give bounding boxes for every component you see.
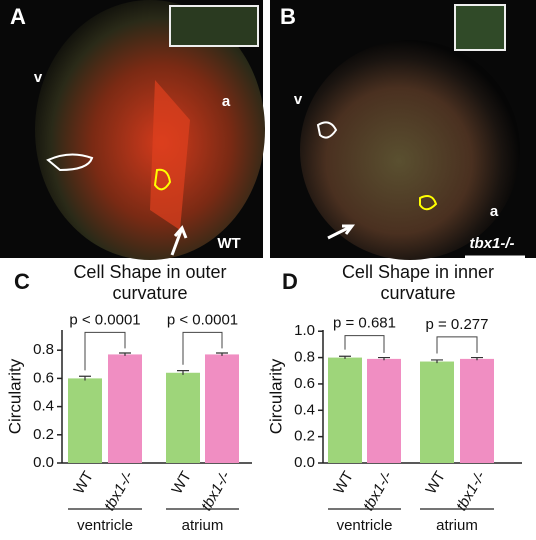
x-tick-label: tbx1-/-	[101, 468, 137, 513]
error-bar	[471, 356, 483, 361]
y-tick-label: 0.4	[294, 401, 315, 418]
title-box: Cell Shape in outer curvature	[73, 262, 227, 303]
x-tick-label: WT	[169, 468, 195, 497]
image-label: a	[222, 93, 231, 110]
comparison-bracket	[344, 335, 385, 353]
group-label: ventricle	[337, 517, 393, 534]
error-bar	[431, 359, 443, 364]
y-tick-label: 0.2	[294, 428, 315, 445]
image-label: a	[490, 203, 499, 220]
panel-label: A	[10, 4, 26, 29]
x-tick-label: tbx1-/-	[198, 468, 234, 513]
x-tick-label: WT	[71, 468, 97, 497]
bar	[166, 372, 200, 463]
panel-label: C	[14, 269, 30, 294]
error-bar	[79, 375, 91, 381]
error-bar	[216, 352, 228, 356]
bar	[328, 357, 362, 463]
title-box: Cell Shape in inner curvature	[341, 262, 495, 303]
error-bar	[119, 352, 131, 356]
bar	[68, 378, 102, 463]
comparison-bracket	[436, 336, 478, 354]
group-label: ventricle	[77, 517, 133, 534]
bar	[420, 361, 454, 463]
x-tick-label: WT	[423, 468, 449, 497]
y-tick-label: 0.0	[294, 454, 315, 471]
group-label: atrium	[436, 517, 478, 534]
y-tick-label: 0.4	[33, 398, 54, 415]
bar	[205, 354, 239, 463]
bar	[108, 354, 142, 463]
error-bar	[339, 355, 351, 359]
panel-label: D	[282, 269, 298, 294]
y-tick-label: 1.0	[294, 322, 315, 339]
x-tick-label: WT	[331, 468, 357, 497]
x-tick-label: tbx1-/-	[360, 468, 396, 513]
y-tick-label: 0.2	[33, 426, 54, 443]
group-label: atrium	[182, 517, 224, 534]
comparison-label: p = 0.277	[426, 316, 489, 333]
bar	[460, 358, 494, 463]
chart-title: Cell Shape in outer curvature	[73, 262, 227, 303]
y-tick-label: 0.6	[33, 369, 54, 386]
comparison-label: p < 0.0001	[167, 311, 238, 328]
y-tick-label: 0.6	[294, 375, 315, 392]
image-label: v	[294, 91, 303, 108]
panel-a-image	[0, 0, 265, 260]
image-label: WT	[217, 235, 240, 252]
error-bar	[177, 370, 189, 375]
y-tick-label: 0.8	[33, 341, 54, 358]
panel-b-image	[270, 0, 536, 260]
image-label: tbx1-/-	[470, 235, 515, 252]
y-axis-label: Circularity	[266, 358, 285, 434]
comparison-bracket	[84, 331, 126, 371]
image-label: v	[34, 69, 43, 86]
x-tick-label: tbx1-/-	[453, 468, 489, 513]
error-bar	[378, 356, 390, 361]
comparison-bracket	[182, 331, 223, 365]
bar	[367, 358, 401, 463]
y-tick-label: 0.0	[33, 454, 54, 471]
comparison-label: p < 0.0001	[69, 311, 140, 328]
comparison-label: p = 0.681	[333, 315, 396, 332]
y-tick-label: 0.8	[294, 349, 315, 366]
y-axis-label: Circularity	[5, 358, 24, 434]
chart-title: Cell Shape in inner curvature	[341, 262, 495, 303]
panel-label: B	[280, 4, 296, 29]
